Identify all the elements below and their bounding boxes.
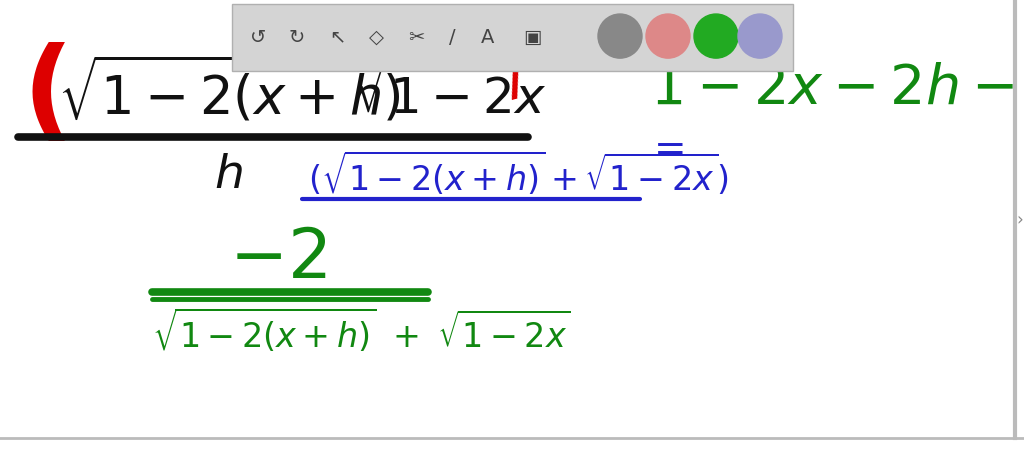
Text: $-2$: $-2$ (229, 225, 327, 291)
Text: $1-2x-2h-1+2x$: $1-2x-2h-1+2x$ (650, 61, 1024, 116)
Text: $=$: $=$ (646, 129, 684, 167)
Text: A: A (481, 27, 495, 46)
Text: /: / (449, 27, 456, 46)
Text: $(\sqrt{1-2(x+h)}+\sqrt{1-2x})$: $(\sqrt{1-2(x+h)}+\sqrt{1-2x})$ (308, 149, 728, 197)
Bar (232, 5, 793, 72)
Text: $-\ \sqrt{1-2x}$: $-\ \sqrt{1-2x}$ (295, 65, 552, 125)
Text: ›: › (1017, 211, 1023, 229)
Text: ↖: ↖ (329, 27, 345, 46)
Text: /: / (500, 51, 532, 106)
Circle shape (646, 15, 690, 59)
Text: $h$: $h$ (214, 152, 243, 198)
Text: $\sqrt{1-2(x+h)}$: $\sqrt{1-2(x+h)}$ (58, 55, 412, 125)
Text: (: ( (22, 41, 73, 148)
Text: ↺: ↺ (250, 27, 266, 46)
Text: ✂: ✂ (408, 27, 424, 46)
Circle shape (738, 15, 782, 59)
Text: ↻: ↻ (289, 27, 305, 46)
Text: ◇: ◇ (369, 27, 384, 46)
Text: $\sqrt{1-2(x+h)}\ +\ \sqrt{1-2x}$: $\sqrt{1-2(x+h)}\ +\ \sqrt{1-2x}$ (152, 306, 571, 354)
Circle shape (694, 15, 738, 59)
Text: ▣: ▣ (523, 27, 542, 46)
Circle shape (598, 15, 642, 59)
